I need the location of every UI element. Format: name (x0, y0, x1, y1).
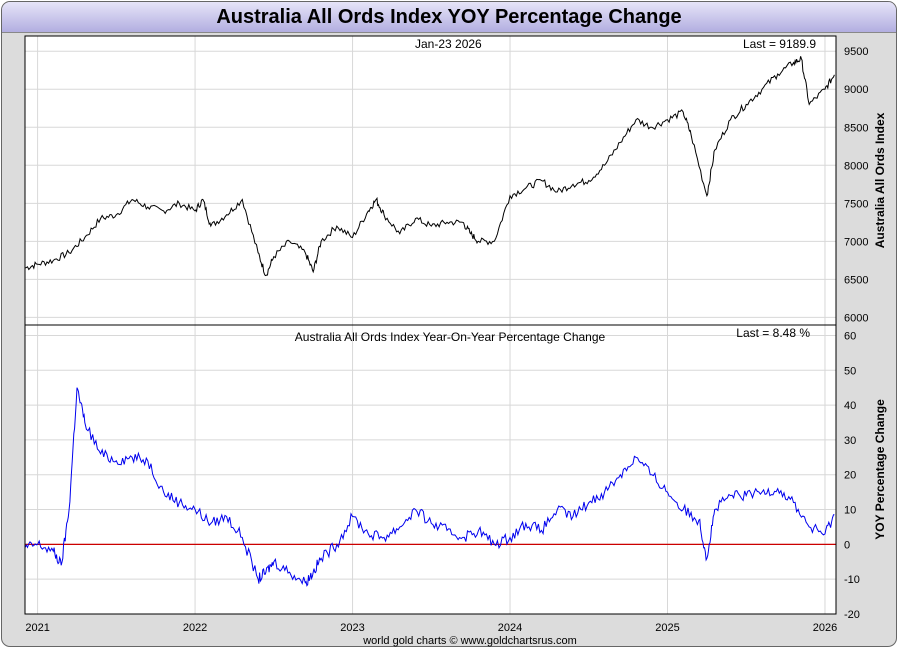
panel1-y-tick-label: 8000 (844, 160, 868, 172)
panel2-y-tick-label: 30 (844, 435, 856, 447)
panel1-y-tick-label: 6500 (844, 274, 868, 286)
date-label: Jan-23 2026 (415, 37, 482, 51)
x-tick-label: 2025 (655, 622, 679, 634)
panel1-y-tick-label: 9000 (844, 84, 868, 96)
x-tick-label: 2022 (183, 622, 207, 634)
panel1-y-tick-label: 6000 (844, 312, 868, 324)
panel1-y-tick-label: 9500 (844, 46, 868, 58)
panel2-y-tick-label: 60 (844, 330, 856, 342)
yoy-last-label: Last = 8.48 % (736, 326, 810, 340)
panel2-border (24, 324, 837, 615)
panel2-y-tick-label: 20 (844, 470, 856, 482)
panel1-y-tick-label: 8500 (844, 122, 868, 134)
footer-credit: world gold charts © www.goldchartsrus.co… (362, 635, 577, 647)
x-tick-label: 2021 (25, 622, 49, 634)
yoy-panel-title: Australia All Ords Index Year-On-Year Pe… (295, 330, 606, 344)
top-last-label: Last = 9189.9 (743, 37, 816, 51)
panel1-series-line (24, 56, 835, 277)
panel2-y-tick-label: 10 (844, 505, 856, 517)
chart-title: Australia All Ords Index YOY Percentage … (216, 6, 682, 28)
title-bar: Australia All Ords Index YOY Percentage … (2, 2, 896, 33)
x-tick-label: 2026 (813, 622, 837, 634)
x-tick-label: 2024 (498, 622, 522, 634)
panel2-y-tick-label: 50 (844, 365, 856, 377)
x-tick-label: 2023 (340, 622, 364, 634)
panel2-y-tick-label: -20 (844, 609, 860, 621)
panel1-y-tick-label: 7500 (844, 198, 868, 210)
panel2-y-tick-label: -10 (844, 574, 860, 586)
panel2-axis-title: YOY Percentage Change (873, 399, 887, 540)
panel2-y-tick-label: 40 (844, 400, 856, 412)
panel2-series-line (24, 387, 835, 587)
panel1-y-tick-label: 7000 (844, 236, 868, 248)
panel1-axis-title: Australia All Ords Index (873, 112, 887, 248)
panel2-y-tick-label: 0 (844, 539, 850, 551)
